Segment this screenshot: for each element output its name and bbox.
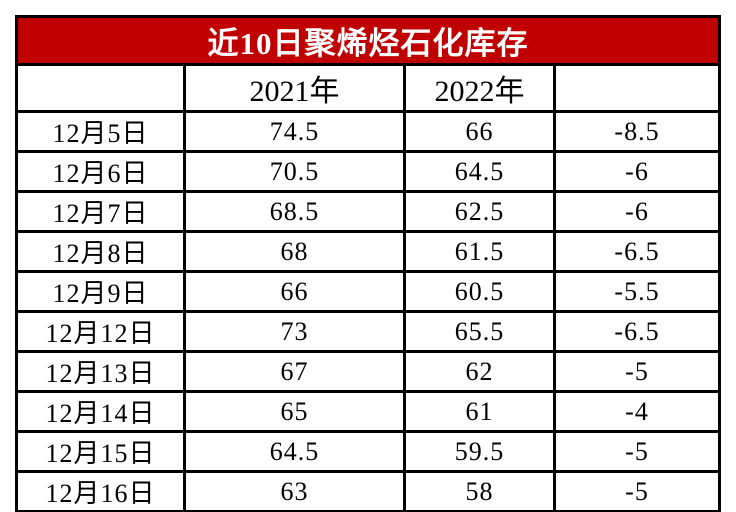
diff-cell: -8.5 (553, 110, 721, 153)
date-cell: 12月7日 (15, 190, 186, 233)
diff-cell: -5 (553, 470, 721, 512)
table-row: 12月13日 67 62 -5 (15, 350, 721, 393)
diff-cell: -6 (553, 190, 721, 233)
table-row: 12月14日 65 61 -4 (15, 390, 721, 433)
table-row: 12月16日 63 58 -5 (15, 470, 721, 512)
date-cell: 12月6日 (15, 150, 186, 193)
diff-cell: -5.5 (553, 270, 721, 313)
table-row: 12月9日 66 60.5 -5.5 (15, 270, 721, 313)
table-title: 近10日聚烯烃石化库存 (15, 15, 721, 66)
value-2021-cell: 70.5 (183, 150, 406, 193)
diff-cell: -4 (553, 390, 721, 433)
value-2022-cell: 65.5 (403, 310, 556, 353)
date-cell: 12月12日 (15, 310, 186, 353)
table-row: 12月5日 74.5 66 -8.5 (15, 110, 721, 153)
table-row: 12月8日 68 61.5 -6.5 (15, 230, 721, 273)
date-cell: 12月8日 (15, 230, 186, 273)
value-2022-cell: 66 (403, 110, 556, 153)
value-2022-cell: 61.5 (403, 230, 556, 273)
value-2021-cell: 68.5 (183, 190, 406, 233)
inventory-table: 近10日聚烯烃石化库存 2021年 2022年 12月5日 74.5 66 -8… (15, 15, 721, 512)
value-2021-cell: 73 (183, 310, 406, 353)
value-2022-cell: 59.5 (403, 430, 556, 473)
value-2021-cell: 74.5 (183, 110, 406, 153)
date-cell: 12月15日 (15, 430, 186, 473)
header-cell-2021: 2021年 (183, 63, 406, 113)
diff-cell: -6.5 (553, 310, 721, 353)
value-2021-cell: 68 (183, 230, 406, 273)
table-row: 12月6日 70.5 64.5 -6 (15, 150, 721, 193)
diff-cell: -5 (553, 350, 721, 393)
value-2021-cell: 66 (183, 270, 406, 313)
table-row: 12月7日 68.5 62.5 -6 (15, 190, 721, 233)
header-cell-blank-right (553, 63, 721, 113)
value-2022-cell: 62 (403, 350, 556, 393)
diff-cell: -6 (553, 150, 721, 193)
diff-cell: -6.5 (553, 230, 721, 273)
value-2021-cell: 65 (183, 390, 406, 433)
date-cell: 12月9日 (15, 270, 186, 313)
date-cell: 12月5日 (15, 110, 186, 153)
table-row: 12月15日 64.5 59.5 -5 (15, 430, 721, 473)
value-2022-cell: 60.5 (403, 270, 556, 313)
date-cell: 12月14日 (15, 390, 186, 433)
value-2022-cell: 64.5 (403, 150, 556, 193)
value-2022-cell: 61 (403, 390, 556, 433)
value-2021-cell: 63 (183, 470, 406, 512)
diff-cell: -5 (553, 430, 721, 473)
date-cell: 12月16日 (15, 470, 186, 512)
header-cell-2022: 2022年 (403, 63, 556, 113)
table-row: 12月12日 73 65.5 -6.5 (15, 310, 721, 353)
header-cell-blank-left (15, 63, 186, 113)
date-cell: 12月13日 (15, 350, 186, 393)
value-2021-cell: 64.5 (183, 430, 406, 473)
value-2021-cell: 67 (183, 350, 406, 393)
title-row: 近10日聚烯烃石化库存 (15, 15, 721, 66)
value-2022-cell: 58 (403, 470, 556, 512)
value-2022-cell: 62.5 (403, 190, 556, 233)
header-row: 2021年 2022年 (15, 63, 721, 113)
